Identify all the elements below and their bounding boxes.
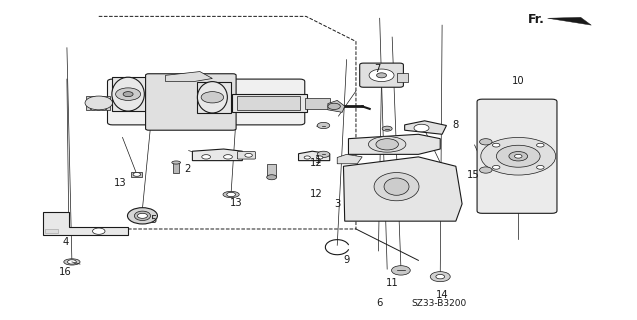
Circle shape [227, 192, 236, 197]
Polygon shape [43, 212, 128, 235]
Ellipse shape [64, 259, 80, 265]
Circle shape [304, 156, 310, 159]
FancyBboxPatch shape [238, 152, 255, 159]
Bar [131, 172, 143, 177]
Bar [86, 96, 90, 110]
Text: 6: 6 [376, 298, 383, 308]
Circle shape [414, 124, 429, 132]
Bar [45, 229, 57, 233]
Circle shape [481, 137, 555, 175]
Circle shape [492, 165, 500, 169]
Polygon shape [166, 72, 212, 82]
Circle shape [480, 139, 492, 145]
Circle shape [515, 154, 522, 158]
Polygon shape [337, 154, 362, 164]
Circle shape [536, 165, 544, 169]
Circle shape [492, 143, 500, 147]
Text: 16: 16 [59, 267, 72, 277]
Circle shape [202, 155, 210, 159]
Circle shape [267, 175, 276, 180]
Circle shape [317, 122, 330, 129]
Circle shape [85, 96, 113, 110]
Text: 12: 12 [310, 158, 323, 168]
Text: 12: 12 [310, 189, 323, 199]
Circle shape [123, 92, 133, 97]
Bar [396, 74, 408, 82]
Circle shape [430, 272, 450, 282]
Circle shape [369, 69, 394, 82]
Text: 10: 10 [512, 76, 525, 86]
Ellipse shape [134, 211, 150, 220]
Polygon shape [192, 149, 242, 161]
Bar [173, 163, 179, 172]
Text: 14: 14 [436, 290, 448, 300]
Circle shape [328, 103, 340, 109]
Ellipse shape [112, 77, 145, 111]
Circle shape [68, 260, 76, 264]
Ellipse shape [223, 191, 240, 198]
Text: 15: 15 [467, 170, 480, 180]
Text: Fr.: Fr. [527, 13, 545, 26]
Text: 4: 4 [62, 236, 69, 246]
Circle shape [496, 145, 540, 167]
Text: 5: 5 [150, 215, 156, 225]
Ellipse shape [197, 82, 227, 113]
Bar [238, 96, 300, 110]
Circle shape [116, 88, 141, 100]
Circle shape [536, 143, 544, 147]
Bar [233, 93, 307, 112]
Text: 13: 13 [114, 178, 127, 188]
FancyBboxPatch shape [108, 79, 304, 125]
Polygon shape [404, 121, 447, 134]
FancyBboxPatch shape [477, 99, 557, 213]
Circle shape [201, 92, 224, 103]
Circle shape [392, 266, 410, 275]
Bar [268, 164, 276, 176]
Text: 9: 9 [343, 255, 350, 265]
Bar [96, 96, 100, 110]
Circle shape [436, 275, 445, 279]
Text: 2: 2 [184, 164, 190, 174]
Text: 7: 7 [375, 64, 381, 74]
Polygon shape [299, 151, 330, 161]
Text: 1: 1 [315, 155, 322, 165]
Circle shape [133, 172, 141, 176]
Ellipse shape [384, 178, 409, 195]
FancyBboxPatch shape [146, 74, 236, 130]
Bar [101, 96, 105, 110]
Ellipse shape [127, 208, 157, 224]
Circle shape [509, 152, 527, 161]
Circle shape [376, 73, 387, 78]
Bar [113, 77, 147, 111]
Text: 3: 3 [334, 199, 340, 209]
Circle shape [317, 156, 323, 159]
Circle shape [382, 126, 392, 131]
Polygon shape [548, 17, 591, 25]
Circle shape [376, 139, 398, 150]
Text: 13: 13 [230, 198, 243, 208]
Text: 8: 8 [453, 120, 459, 130]
Bar [197, 82, 231, 113]
Bar [106, 96, 110, 110]
Ellipse shape [172, 161, 180, 164]
Polygon shape [348, 134, 440, 154]
Text: SZ33-B3200: SZ33-B3200 [411, 299, 466, 308]
Circle shape [224, 155, 233, 159]
Bar [91, 96, 95, 110]
Circle shape [138, 213, 147, 218]
Polygon shape [343, 157, 462, 221]
Text: 11: 11 [386, 278, 399, 288]
Ellipse shape [374, 172, 419, 201]
Ellipse shape [368, 136, 406, 152]
Circle shape [317, 151, 330, 157]
Circle shape [480, 167, 492, 173]
Bar [304, 98, 330, 108]
Circle shape [92, 228, 105, 234]
Circle shape [245, 153, 252, 157]
Polygon shape [328, 100, 345, 112]
FancyBboxPatch shape [360, 63, 403, 87]
